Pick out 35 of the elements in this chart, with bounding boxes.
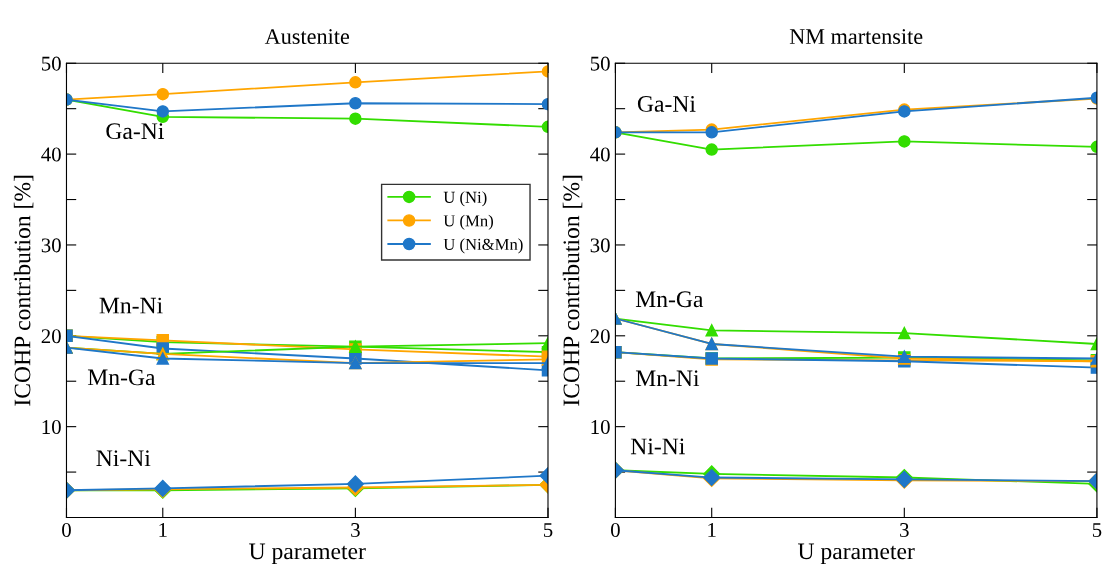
legend-label: U (Ni) — [443, 191, 487, 207]
x-tick-label: 5 — [1092, 523, 1102, 538]
y-axis-title: ICOHP contribution [%] — [562, 175, 583, 406]
y-tick-label: 40 — [41, 147, 61, 162]
x-axis-title: U parameter — [249, 543, 366, 565]
y-tick-label: 10 — [42, 420, 61, 435]
x-tick-label: 3 — [900, 523, 909, 538]
annotation: Mn-Ni — [99, 297, 163, 314]
y-tick-label: 20 — [41, 329, 61, 344]
annotation: Mn-Ga — [87, 369, 156, 386]
y-tick-label: 20 — [590, 329, 610, 344]
x-tick-label: 0 — [62, 522, 71, 538]
annotation: Ni-Ni — [96, 450, 151, 466]
annotation: Ni-Ni — [630, 438, 685, 455]
annotation: Mn-Ni — [635, 370, 700, 386]
x-tick-label: 1 — [708, 523, 716, 537]
y-tick-label: 30 — [41, 238, 61, 253]
x-tick-label: 0 — [610, 522, 620, 538]
chart-title: NM martensite — [789, 29, 923, 45]
x-tick-label: 5 — [544, 523, 553, 538]
x-tick-label: 1 — [159, 523, 167, 537]
y-tick-label: 30 — [590, 238, 610, 253]
y-axis-title: ICOHP contribution [%] — [13, 175, 34, 406]
chart-title: Austenite — [264, 29, 350, 45]
annotation: Ga-Ni — [106, 123, 164, 140]
annotation: Mn-Ga — [635, 291, 704, 308]
y-tick-label: 50 — [590, 56, 610, 71]
legend-label: U (Ni&Mn) — [443, 238, 523, 254]
legend-label: U (Mn) — [443, 214, 493, 230]
x-tick-label: 3 — [351, 523, 360, 538]
y-tick-label: 40 — [590, 147, 610, 162]
annotation: Ga-Ni — [637, 95, 696, 112]
y-tick-label: 50 — [42, 56, 61, 71]
x-axis-title: U parameter — [797, 543, 915, 565]
y-tick-label: 10 — [591, 420, 610, 435]
